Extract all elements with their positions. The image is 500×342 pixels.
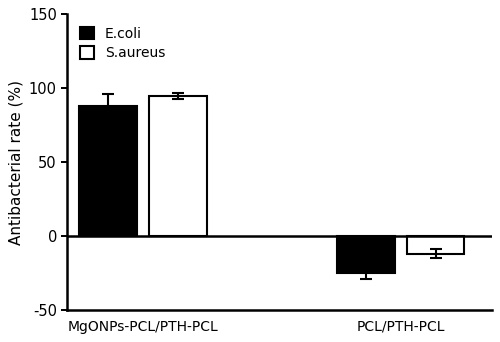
Bar — [337, 236, 394, 273]
Bar — [80, 106, 137, 236]
Bar — [149, 96, 206, 236]
Bar — [407, 236, 465, 254]
Legend: E.coli, S.aureus: E.coli, S.aureus — [74, 21, 170, 66]
Y-axis label: Antibacterial rate (%): Antibacterial rate (%) — [8, 80, 24, 245]
